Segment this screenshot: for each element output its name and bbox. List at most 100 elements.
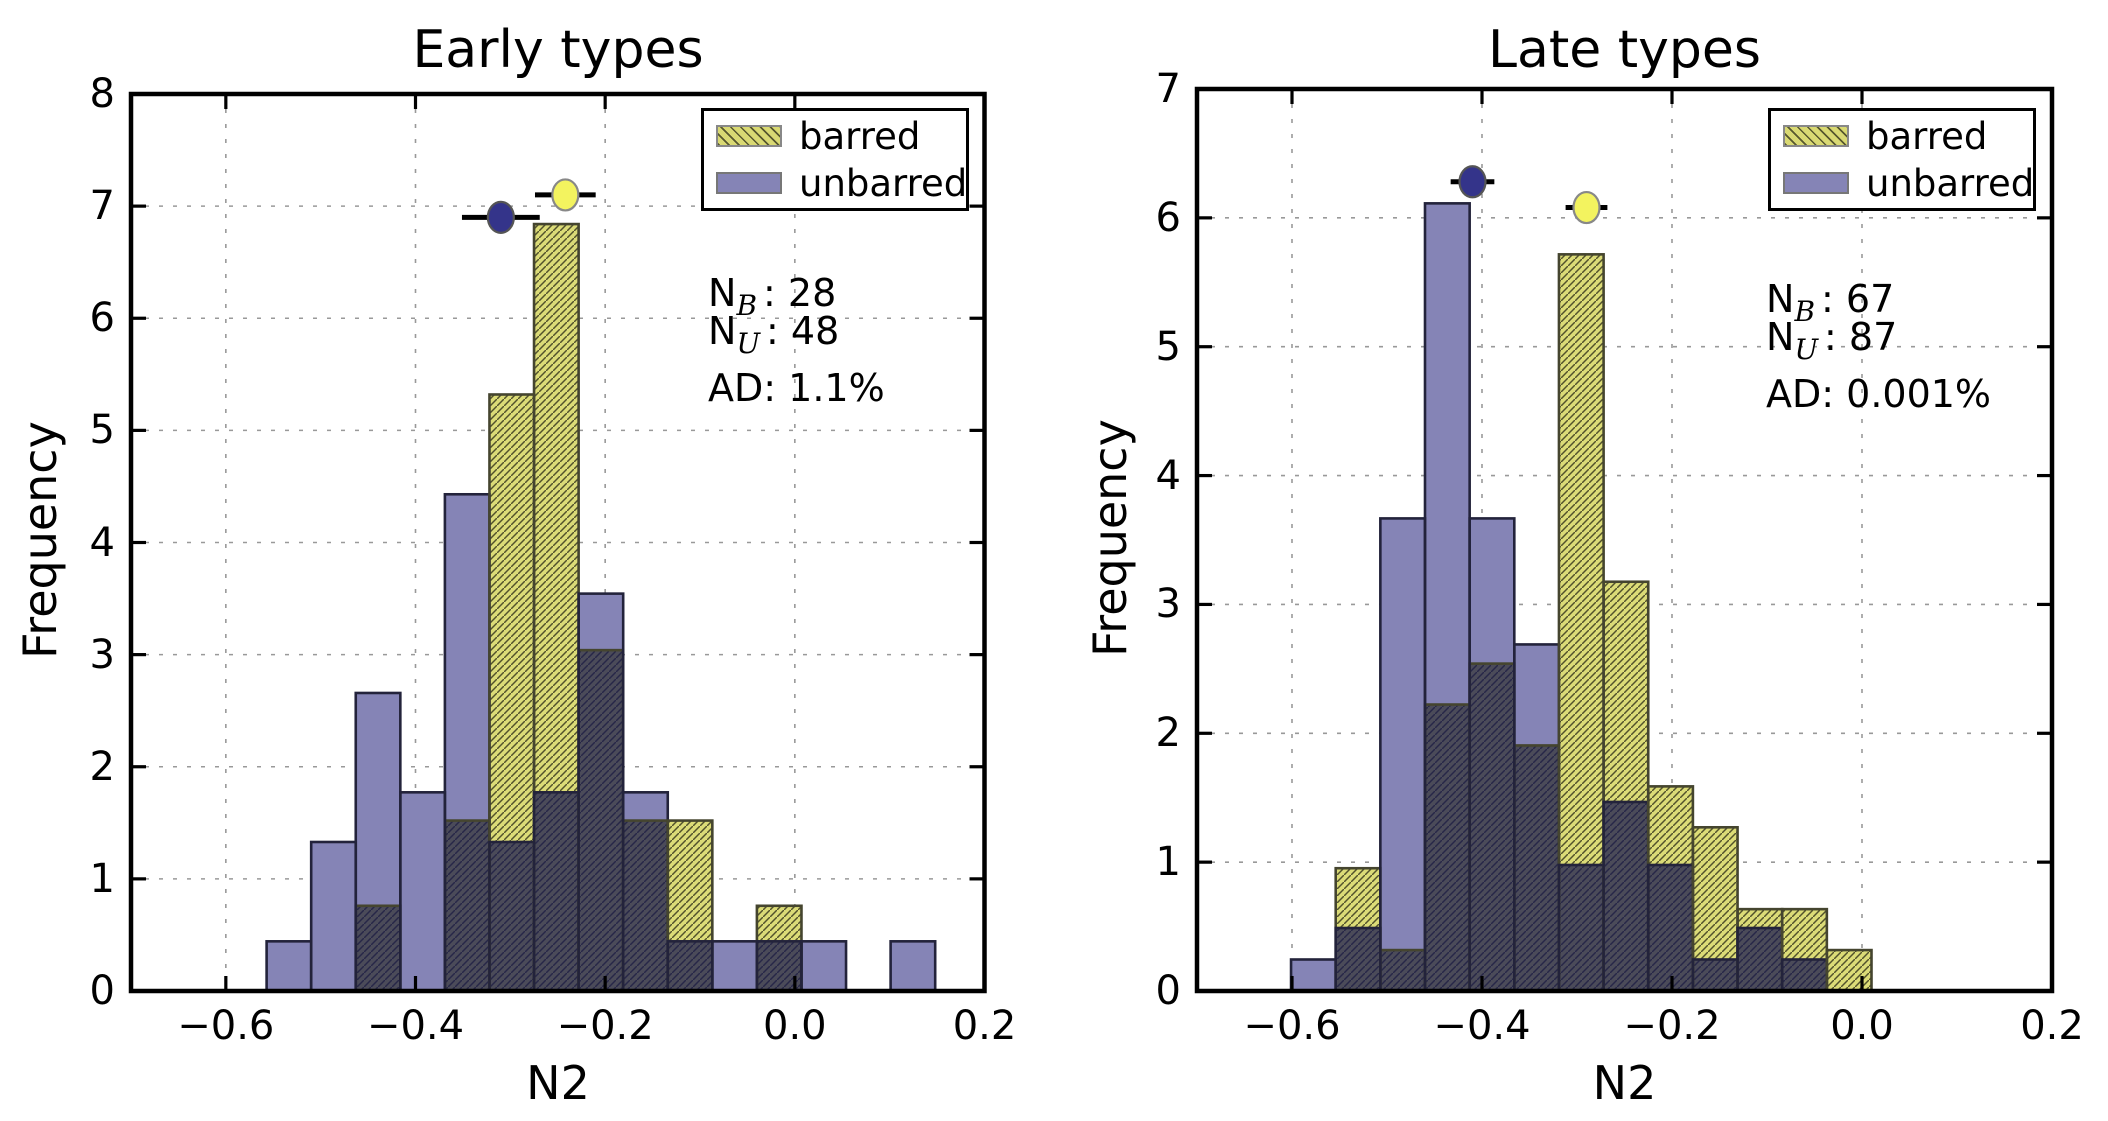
y-tick-label: 6 (89, 295, 115, 342)
subscript: B (1794, 295, 1816, 328)
legend-label: barred (1866, 114, 1988, 158)
histogram-bar-overlap-hatch (1469, 663, 1515, 991)
histogram-bar-unbarred (712, 941, 757, 991)
y-tick-label: 6 (1155, 194, 1181, 241)
y-tick-label: 4 (89, 519, 115, 566)
y-tick-label: 3 (1155, 581, 1181, 628)
histogram-bar-barred-hatch (1335, 868, 1381, 928)
y-tick-label: 2 (89, 743, 115, 790)
y-tick-label: 1 (89, 855, 115, 902)
histogram-bar-overlap-hatch (578, 650, 624, 991)
histogram-bar-barred-hatch (1782, 909, 1827, 960)
histogram-bar-overlap-hatch (1782, 959, 1827, 991)
histogram-bar-unbarred (801, 941, 847, 991)
histogram-bar-barred-hatch (1603, 581, 1649, 802)
histogram-bar-overlap-hatch (1425, 704, 1470, 991)
histogram-bar-barred-hatch (1737, 909, 1783, 928)
unbarred-mean-marker-icon (486, 200, 515, 234)
subscript: U (736, 327, 761, 360)
y-tick-label: 5 (1155, 323, 1181, 370)
y-tick-label: 3 (89, 631, 115, 678)
histogram-bar-barred-hatch (489, 394, 535, 842)
histogram-bar-unbarred (1469, 518, 1515, 664)
subscript: B (736, 289, 758, 322)
histogram-bar-unbarred (1291, 959, 1336, 991)
histogram-bar-barred-hatch (534, 224, 579, 793)
histogram-bar-barred-hatch (1558, 254, 1604, 865)
legend-item-unbarred: unbarred (704, 161, 968, 205)
y-tick-label: 4 (1155, 452, 1181, 499)
histogram-bar-unbarred (355, 692, 401, 906)
unbarred-swatch-icon (716, 172, 782, 194)
histogram-bar-barred-hatch (667, 820, 713, 942)
histogram-bar-overlap-hatch (355, 905, 401, 991)
histogram-bar-overlap-hatch (489, 841, 535, 991)
barred-swatch-icon (716, 125, 782, 147)
legend-item-barred: barred (1771, 114, 2033, 158)
y-tick-label: 0 (1155, 968, 1181, 1014)
histogram-bar-overlap-hatch (1692, 959, 1738, 991)
histogram-bar-overlap-hatch (534, 792, 579, 991)
histogram-bar-unbarred (1380, 518, 1425, 951)
histogram-bar-overlap-hatch (1603, 801, 1649, 991)
legend-label: barred (799, 114, 921, 158)
y-tick-label: 8 (89, 71, 115, 117)
unbarred-swatch-icon (1783, 172, 1849, 194)
x-tick-label: −0.6 (177, 1003, 275, 1049)
x-tick-label: 0.0 (1830, 1003, 1894, 1049)
histogram-bar-unbarred (311, 841, 356, 991)
legend: barred unbarred (701, 108, 969, 211)
histogram-bar-unbarred (1514, 644, 1559, 746)
plot-title-late-types: Late types (1488, 20, 1761, 80)
barred-mean-marker-icon (551, 178, 580, 212)
plot-title-early-types: Early types (412, 20, 704, 80)
legend: barred unbarred (1768, 108, 2036, 211)
histogram-bar-overlap-hatch (623, 820, 668, 991)
x-tick-label: 0.2 (952, 1003, 1017, 1049)
barred-mean-marker-icon (1572, 190, 1601, 225)
stats-annotation: NB: 67 NU: 87 AD: 0.001% (1766, 280, 1991, 413)
y-tick-label: 5 (89, 407, 115, 454)
x-tick-label: 0.0 (763, 1003, 827, 1049)
histogram-bar-barred-hatch (1648, 786, 1693, 865)
histogram-bar-overlap-hatch (1737, 927, 1783, 991)
histogram-bar-unbarred (1425, 203, 1470, 705)
legend-label: unbarred (799, 161, 968, 205)
ad-test-stat: AD: 1.1% (708, 366, 885, 410)
x-axis-label: N2 (1592, 1056, 1657, 1110)
legend-item-unbarred: unbarred (1771, 161, 2035, 205)
legend-item-barred: barred (704, 114, 966, 158)
histogram-bar-overlap-hatch (1558, 864, 1604, 991)
histogram-bar-unbarred (444, 494, 490, 821)
histogram-bar-overlap-hatch (444, 820, 490, 991)
histogram-bar-unbarred (266, 941, 312, 991)
histogram-bar-barred-hatch (1692, 827, 1738, 960)
subscript: U (1794, 333, 1819, 366)
histogram-bar-overlap-hatch (1380, 950, 1425, 991)
unbarred-mean-marker-icon (1458, 165, 1487, 199)
x-tick-label: −0.4 (366, 1003, 465, 1049)
x-tick-label: −0.6 (1243, 1003, 1341, 1049)
barred-swatch-icon (1783, 125, 1849, 147)
y-tick-label: 1 (1155, 839, 1181, 886)
stats-annotation: NB: 28 NU: 48 AD: 1.1% (708, 274, 885, 410)
y-tick-label: 7 (1155, 66, 1181, 112)
histogram-bar-unbarred (400, 792, 445, 991)
n-unbarred-stat: NU: 48 (708, 309, 840, 360)
histogram-bar-barred-hatch (1826, 950, 1872, 991)
histogram-bar-barred-hatch (756, 905, 802, 942)
y-tick-label: 2 (1155, 710, 1181, 757)
legend-label: unbarred (1866, 161, 2035, 205)
axes-frame (1194, 86, 2055, 994)
x-tick-label: −0.2 (556, 1003, 654, 1049)
histogram-bar-overlap-hatch (667, 941, 713, 991)
x-tick-label: 0.2 (2020, 1003, 2084, 1049)
n-unbarred-stat: NU: 87 (1766, 315, 1898, 366)
y-tick-label: 0 (89, 968, 115, 1014)
histogram-bar-overlap-hatch (1335, 927, 1381, 991)
histogram-bar-unbarred (890, 941, 936, 991)
subplot (1194, 86, 2055, 994)
x-tick-label: −0.4 (1433, 1003, 1531, 1049)
